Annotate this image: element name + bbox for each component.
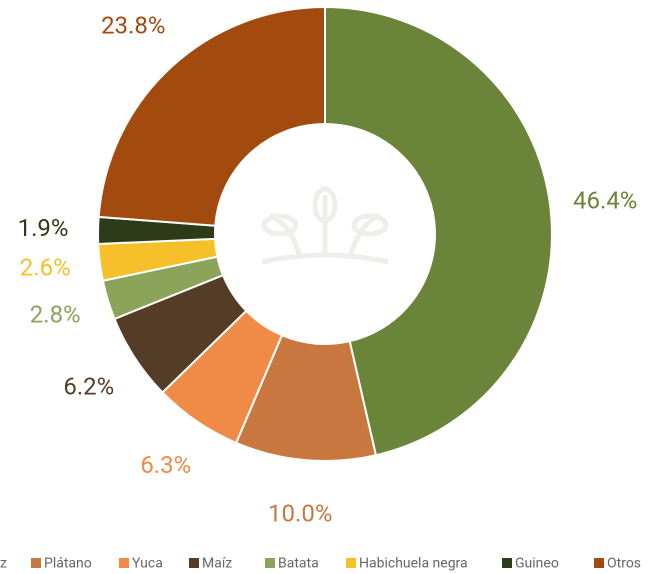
legend-label: Yuca (132, 556, 163, 572)
legend-label: z (0, 556, 7, 572)
slice (324, 5, 553, 457)
value-label: 6.2% (63, 372, 114, 400)
slice (97, 5, 326, 227)
legend-label: Habichuela negra (359, 556, 468, 572)
legend-swatch (502, 558, 512, 568)
slices: 46.4% 10.0% 6.3% 6.2% 2.8% 2.6% 1.9% 23.8% (18, 5, 637, 527)
legend-swatch (31, 558, 41, 568)
legend-swatch (119, 558, 129, 568)
legend-label: Maíz (202, 556, 232, 572)
value-label: 2.6% (20, 254, 71, 282)
value-label: 2.8% (30, 300, 81, 328)
legend-swatch (189, 558, 199, 568)
value-label: 6.3% (140, 451, 191, 479)
legend-label: Otros (607, 556, 641, 572)
value-label: 23.8% (101, 12, 165, 40)
legend: z Plátano Yuca Maíz Batata Habichuela negra Gu… (0, 556, 641, 572)
legend-swatch (594, 558, 604, 568)
value-label: 10.0% (268, 499, 332, 527)
legend-label: Guineo (515, 556, 559, 572)
value-label: 46.4% (573, 187, 637, 215)
value-label: 1.9% (18, 214, 69, 242)
legend-swatch (265, 558, 275, 568)
center-icon (261, 186, 389, 265)
legend-swatch (346, 558, 356, 568)
legend-label: Plátano (44, 556, 92, 572)
legend-label: Batata (278, 556, 319, 572)
